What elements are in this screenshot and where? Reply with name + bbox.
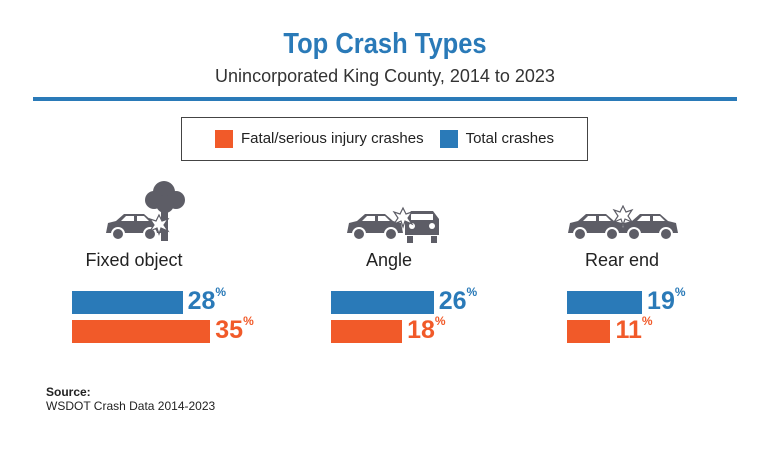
data-label-fatal: 35% [215, 314, 254, 345]
legend-swatch-fatal [215, 130, 234, 149]
data-label-fatal: 18% [407, 314, 446, 345]
source-text: WSDOT Crash Data 2014-2023 [46, 399, 216, 413]
bar-fatal [72, 320, 211, 343]
unit: % [434, 314, 446, 328]
data-label-total: 26% [438, 285, 478, 316]
category-label: Rear end [584, 250, 660, 270]
unit: % [215, 285, 227, 299]
unit: % [466, 285, 478, 299]
bar-fatal [331, 320, 403, 343]
value: 11 [615, 316, 642, 344]
chart-subtitle: Unincorporated King County, 2014 to 2023 [215, 66, 555, 86]
bar-total [331, 291, 434, 314]
bar-fatal [567, 320, 611, 343]
legend: Fatal/serious injury crashes Total crash… [181, 117, 588, 161]
unit: % [674, 285, 686, 299]
data-label-fatal: 11% [615, 314, 653, 345]
value: 26 [438, 287, 467, 315]
bar-total [567, 291, 643, 314]
rear-end-collision-icon [566, 204, 681, 250]
data-label-total: 28% [187, 285, 227, 316]
bar-total [72, 291, 183, 314]
legend-item-total: Total crashes [439, 129, 554, 149]
value: 19 [647, 287, 675, 315]
category-label: Fixed object [85, 250, 183, 270]
value: 18 [407, 316, 435, 344]
source-label: Source: [46, 385, 91, 399]
legend-swatch-total [439, 130, 458, 149]
chart-title: Top Crash Types [283, 28, 487, 60]
legend-item-fatal: Fatal/serious injury crashes [215, 129, 424, 149]
value: 28 [187, 287, 216, 315]
unit: % [243, 314, 254, 328]
category-label: Angle [365, 250, 413, 270]
angle-collision-icon [345, 205, 445, 250]
value: 35 [215, 316, 244, 344]
data-label-total: 19% [647, 285, 686, 316]
unit: % [641, 314, 653, 328]
legend-label-total: Total crashes [465, 129, 554, 147]
source-note: Source: WSDOT Crash Data 2014-2023 [46, 385, 215, 413]
legend-label-fatal: Fatal/serious injury crashes [241, 129, 424, 147]
divider [33, 97, 737, 101]
car-hitting-tree-icon [104, 178, 194, 248]
